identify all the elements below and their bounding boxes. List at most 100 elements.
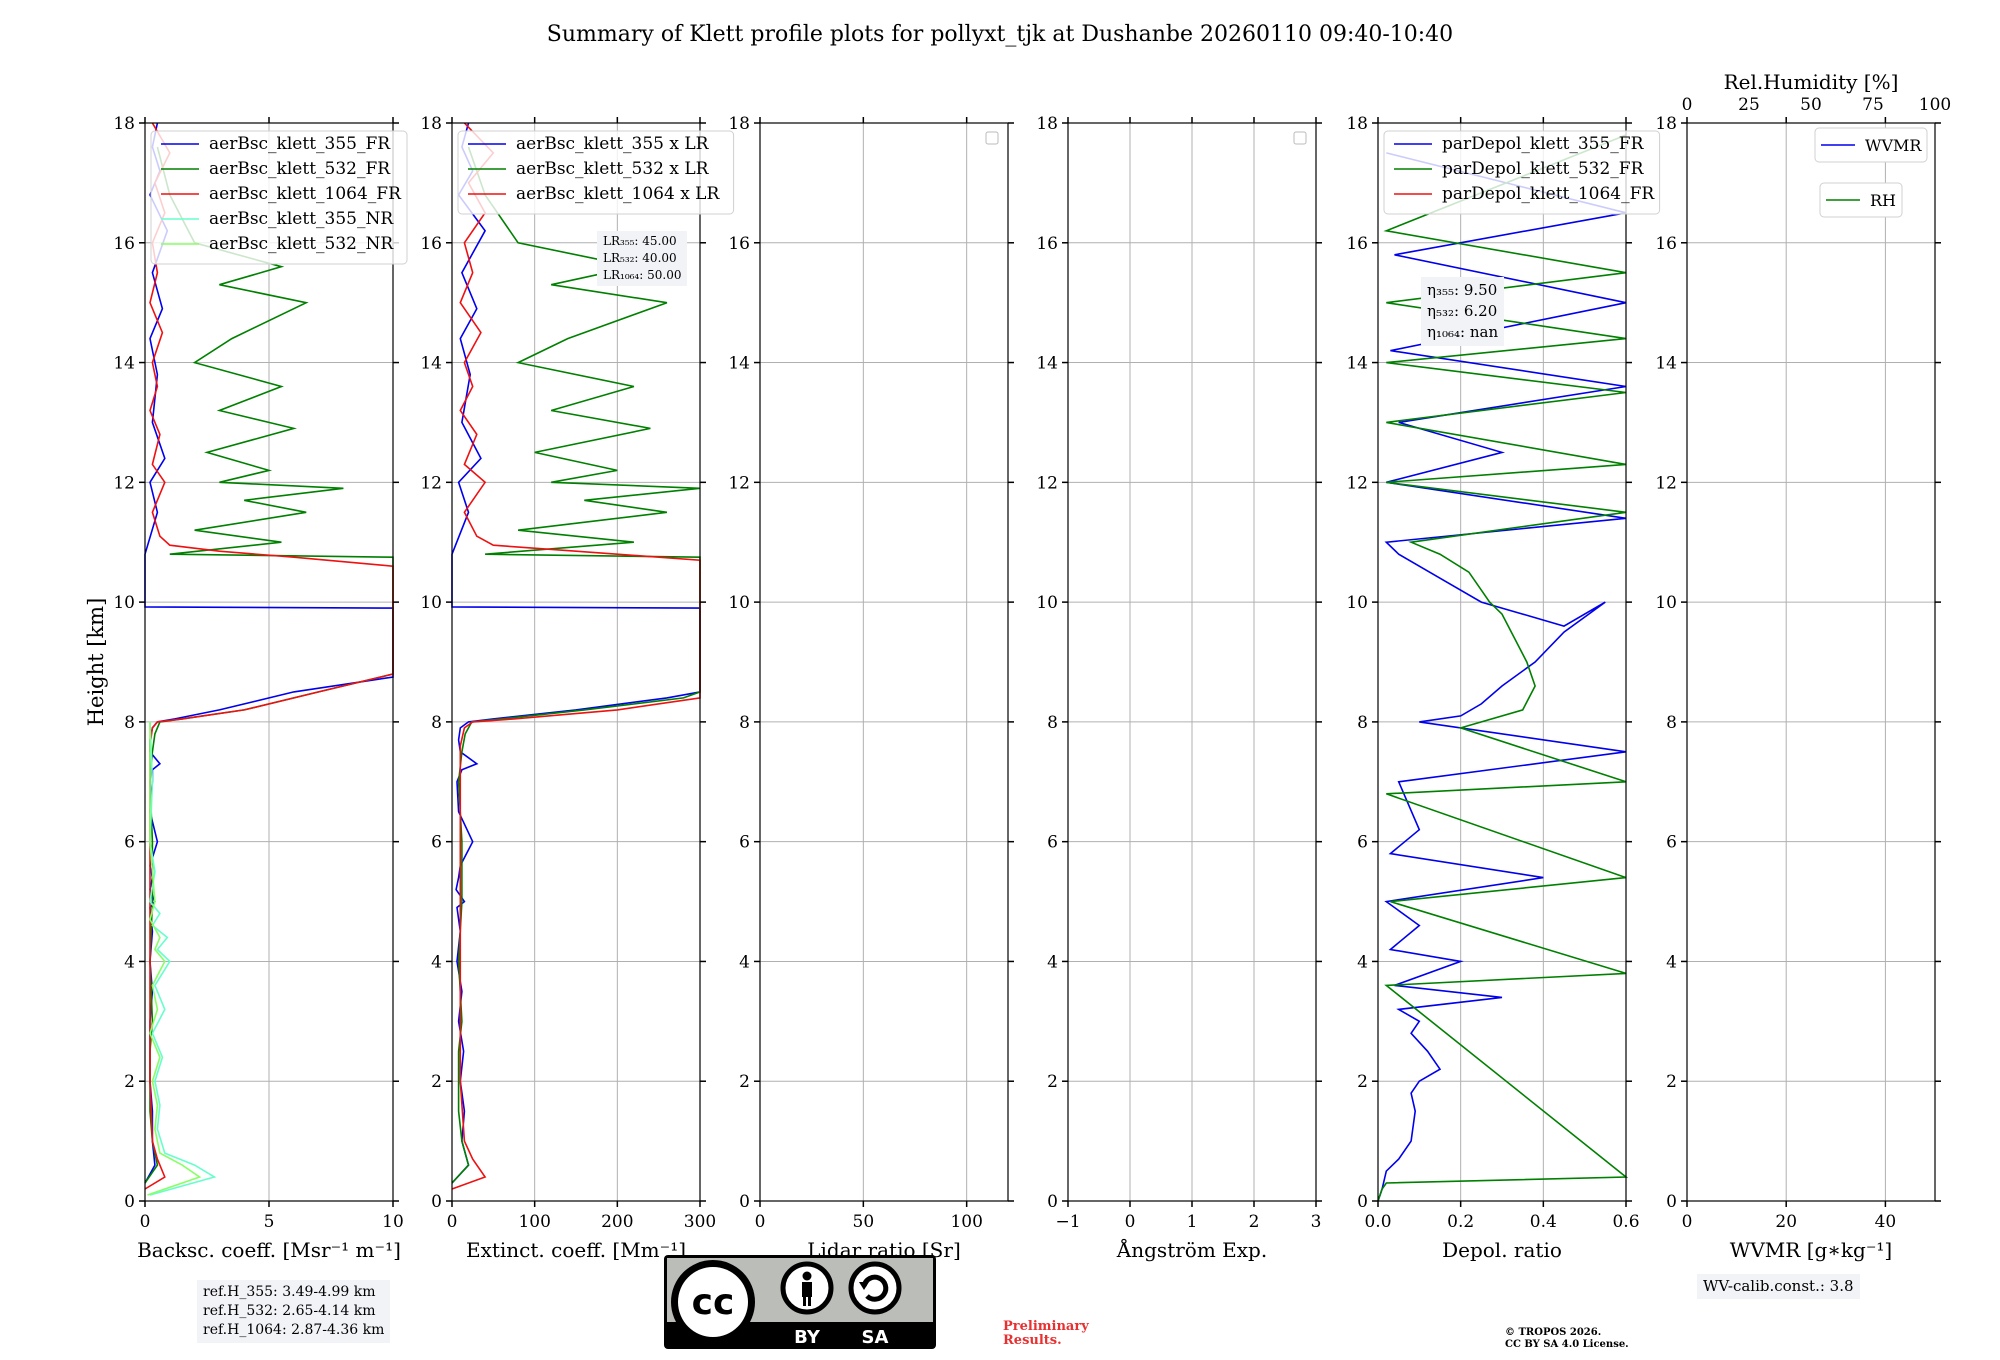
- y-tick-label: 16: [113, 234, 135, 254]
- y-tick-label: 4: [431, 952, 442, 972]
- y-tick-label: 8: [1357, 713, 1368, 733]
- legend-entry: parDepol_klett_355_FR: [1442, 134, 1645, 154]
- y-tick-label: 8: [431, 713, 442, 733]
- legend-box: [1814, 127, 1928, 163]
- x-tick-label: 200: [601, 1212, 633, 1232]
- legend-box: [1819, 182, 1903, 218]
- y-tick-label: 12: [113, 473, 135, 493]
- legend-entry: parDepol_klett_532_FR: [1442, 159, 1645, 179]
- y-tick-label: 4: [1357, 952, 1368, 972]
- y-tick-label: 8: [739, 713, 750, 733]
- eta-1064: η₁₀₆₄: nan: [1427, 323, 1499, 341]
- x-tick-label: 0: [755, 1212, 766, 1232]
- legend-entry: aerBsc_klett_355_FR: [209, 134, 391, 154]
- y-tick-label: 16: [1036, 234, 1058, 254]
- figure-title: Summary of Klett profile plots for polly…: [546, 22, 1454, 47]
- y-tick-label: 14: [420, 354, 442, 374]
- cc-license-badge[interactable]: cc BY SA: [663, 1254, 937, 1350]
- y-tick-label: 0: [1666, 1192, 1677, 1212]
- x-tick-label: 0.6: [1612, 1212, 1639, 1232]
- legend: aerBsc_klett_355_FR aerBsc_klett_532_FRae…: [150, 130, 408, 265]
- y-tick-label: 18: [728, 114, 750, 134]
- legend-entry: RH: [1870, 191, 1896, 210]
- y-tick-label: 8: [124, 713, 135, 733]
- y-tick-label: 2: [1666, 1072, 1677, 1092]
- y-tick-label: 4: [124, 952, 135, 972]
- y-tick-label: 0: [1357, 1192, 1368, 1212]
- y-tick-label: 4: [739, 952, 750, 972]
- y-axis-label: Height [km]: [84, 598, 108, 727]
- copyright-label: © TROPOS 2026. CC BY SA 4.0 License.: [1505, 1327, 1629, 1351]
- y-tick-label: 14: [728, 354, 750, 374]
- by-text: BY: [794, 1327, 821, 1348]
- y-tick-label: 18: [1036, 114, 1058, 134]
- y-tick-label: 12: [728, 473, 750, 493]
- y-tick-label: 6: [739, 833, 750, 853]
- legend: RH: [1819, 182, 1903, 218]
- y-tick-label: 16: [728, 234, 750, 254]
- top-x-tick-label: 0: [1682, 95, 1693, 115]
- x-tick-label: 40: [1875, 1212, 1897, 1232]
- y-tick-label: 10: [1655, 593, 1677, 613]
- legend-entry: parDepol_klett_1064_FR: [1442, 184, 1655, 204]
- y-tick-label: 16: [420, 234, 442, 254]
- legend-entry: aerBsc_klett_532_FR: [209, 159, 391, 179]
- empty-legend: [1293, 131, 1307, 145]
- y-tick-label: 14: [1036, 354, 1058, 374]
- x-tick-label: 50: [853, 1212, 875, 1232]
- y-tick-label: 18: [1346, 114, 1368, 134]
- y-tick-label: 2: [1357, 1072, 1368, 1092]
- axes-frame: [1377, 122, 1627, 1202]
- legend: WVMR: [1814, 127, 1928, 163]
- lr-annotation: LR₃₅₅: 45.00 LR₅₃₂: 40.00 LR₁₀₆₄: 50.00: [597, 231, 688, 286]
- y-tick-label: 2: [124, 1072, 135, 1092]
- y-tick-label: 12: [1036, 473, 1058, 493]
- y-tick-label: 14: [113, 354, 135, 374]
- y-tick-label: 16: [1346, 234, 1368, 254]
- y-tick-label: 8: [1047, 713, 1058, 733]
- x-tick-label: 0.2: [1447, 1212, 1474, 1232]
- x-axis-label: Ångström Exp.: [1116, 1237, 1267, 1262]
- x-tick-label: −1: [1055, 1212, 1080, 1232]
- y-tick-label: 10: [113, 593, 135, 613]
- legend-entry: aerBsc_klett_532_NR: [209, 234, 394, 254]
- lr-532: LR₅₃₂: 40.00: [603, 251, 677, 265]
- axes-frame: [1686, 122, 1936, 1202]
- panel-backscatter: 0 2 4 6 8 10 12 14 16 18 0 5 10 Backsc. coeff. [Msr⁻¹…: [84, 114, 408, 1262]
- y-tick-label: 18: [420, 114, 442, 134]
- y-tick-label: 10: [1036, 593, 1058, 613]
- copyright-line-1: © TROPOS 2026.: [1505, 1327, 1602, 1338]
- panel-depol: 0 2 4 6 8 10 12 14 16 18 0.0 0.2 0.4 0.6 Depol. ratio p…: [1346, 114, 1661, 1262]
- top-x-tick-label: 75: [1862, 95, 1884, 115]
- x-axis-label: Extinct. coeff. [Mm⁻¹]: [466, 1238, 686, 1262]
- x-tick-label: 300: [684, 1212, 716, 1232]
- x-tick-label: 3: [1311, 1212, 1322, 1232]
- y-tick-label: 6: [1047, 833, 1058, 853]
- x-tick-label: 5: [264, 1212, 275, 1232]
- y-tick-label: 2: [431, 1072, 442, 1092]
- y-tick-label: 14: [1346, 354, 1368, 374]
- axes-frame: [451, 122, 701, 1202]
- x-axis-label: Depol. ratio: [1442, 1238, 1562, 1262]
- y-tick-label: 10: [420, 593, 442, 613]
- eta-annotation: η₃₅₅: 9.50 η₅₃₂: 6.20 η₁₀₆₄: nan: [1421, 277, 1505, 346]
- refh-355: ref.H_355: 3.49-4.99 km: [203, 1284, 376, 1300]
- y-tick-label: 12: [1655, 473, 1677, 493]
- cc-text: cc: [692, 1282, 735, 1323]
- legend-entry: aerBsc_klett_1064_FR: [209, 184, 402, 204]
- series-aerBsc_klett_532_FR: [144, 146, 394, 1184]
- y-tick-label: 6: [1357, 833, 1368, 853]
- x-axis-label: Backsc. coeff. [Msr⁻¹ m⁻¹]: [137, 1238, 401, 1262]
- series-aerBsc_klett_1064_FR: [144, 122, 394, 1190]
- top-x-axis-label: Rel.Humidity [%]: [1724, 70, 1899, 94]
- refh-532: ref.H_532: 2.65-4.14 km: [203, 1303, 376, 1319]
- x-tick-label: 1: [1187, 1212, 1198, 1232]
- y-tick-label: 0: [124, 1192, 135, 1212]
- legend-box: [150, 130, 408, 265]
- axes-frame: [759, 122, 1009, 1202]
- top-x-tick-label: 50: [1800, 95, 1822, 115]
- series-aerBsc_klett_355_NR: [149, 721, 217, 1196]
- legend-box: [457, 130, 735, 215]
